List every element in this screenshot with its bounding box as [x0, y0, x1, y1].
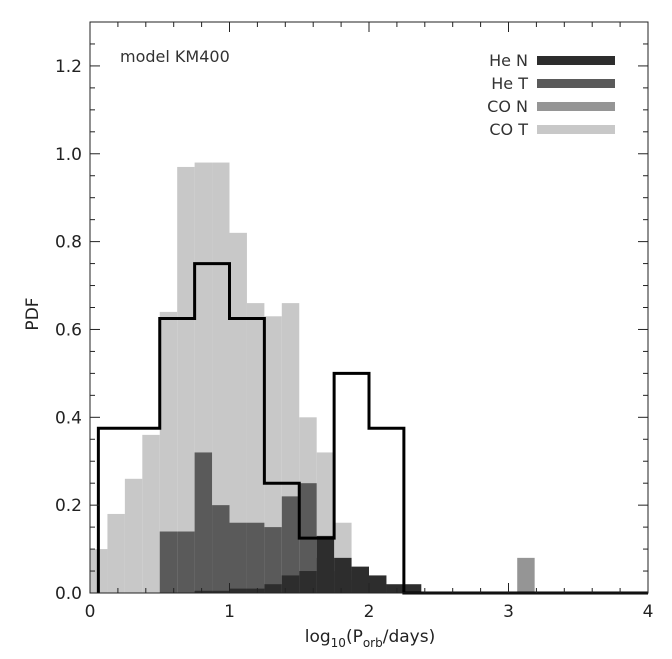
legend-label: He N [489, 51, 528, 70]
histogram-bar-he-n [334, 557, 352, 593]
x-tick-label: 4 [643, 602, 654, 622]
histogram-bars [90, 162, 535, 594]
legend-swatch [537, 56, 615, 65]
histogram-bar-he-n [229, 588, 247, 593]
histogram-bar-he-n [246, 588, 265, 593]
legend-label: He T [491, 74, 528, 93]
axis-ticks [89, 21, 649, 594]
y-tick-label: 0.8 [55, 233, 82, 253]
x-axis-title: log10(Porb/days) [305, 627, 436, 650]
annotation-text: model KM400 [120, 47, 230, 66]
x-axis-title-sub-orb: orb [363, 636, 383, 650]
x-tick-label: 0 [85, 602, 96, 622]
histogram-bar-co-n [517, 557, 535, 593]
histogram-bar-he-t [264, 527, 282, 593]
x-axis-title-log: log [305, 627, 331, 647]
histogram-bar-co-t [142, 434, 160, 593]
legend-label: CO T [489, 120, 528, 139]
x-axis-title-sub-10: 10 [331, 636, 346, 650]
histogram-bar-he-n [403, 584, 422, 593]
x-tick-label: 2 [364, 602, 375, 622]
histogram-bar-he-t [246, 522, 265, 593]
outline-series-line [96, 262, 648, 595]
legend: He N He T CO N CO T [487, 51, 615, 139]
y-tick-label: 0.4 [55, 408, 82, 428]
y-tick-label: 0.2 [55, 496, 82, 516]
y-tick-label: 1.2 [55, 57, 82, 77]
histogram-bar-he-n [369, 575, 387, 593]
histogram-bar-he-n [264, 584, 282, 593]
histogram-bar-he-t [194, 452, 213, 593]
legend-swatch [537, 79, 615, 88]
legend-swatch [537, 102, 615, 111]
histogram-bar-co-t [107, 513, 125, 593]
x-tick-label: 3 [503, 602, 514, 622]
histogram-bar-he-n [194, 590, 213, 593]
x-axis-title-suffix: /days) [383, 627, 436, 647]
histogram-bar-he-t [229, 522, 247, 593]
histogram-bar-co-t [264, 316, 282, 593]
histogram-bar-co-t [246, 303, 265, 593]
histogram-bar-co-t [229, 232, 247, 594]
histogram-bar-he-n [386, 584, 404, 593]
y-axis-title: PDF [23, 297, 43, 330]
x-tick-label: 1 [224, 602, 235, 622]
histogram-bar-he-n [281, 575, 300, 593]
histogram-bar-co-t [159, 311, 178, 593]
histogram-bar-he-n [299, 571, 317, 593]
histogram-bar-he-n [351, 566, 369, 593]
histogram-bar-he-t [281, 496, 300, 593]
histogram-bar-he-n [212, 590, 230, 593]
histogram-bar-co-t [124, 478, 143, 593]
histogram-bar-co-t [177, 166, 195, 593]
x-tick-labels: 0 1 2 3 4 [85, 602, 654, 622]
histogram-bar-he-t [177, 531, 195, 593]
y-tick-label: 1.0 [55, 145, 82, 165]
histogram-bar-he-t [159, 531, 178, 593]
y-tick-label: 0.6 [55, 320, 82, 340]
histogram-bar-co-t [212, 162, 230, 594]
histogram-bar-he-t [212, 505, 230, 593]
legend-label: CO N [487, 97, 528, 116]
y-tick-labels: 0.0 0.2 0.4 0.6 0.8 1.0 1.2 [55, 57, 82, 604]
histogram-bar-he-n [316, 535, 335, 593]
legend-swatch [537, 125, 615, 134]
x-axis-title-mid: (P [346, 627, 363, 647]
y-tick-label: 0.0 [55, 584, 82, 604]
